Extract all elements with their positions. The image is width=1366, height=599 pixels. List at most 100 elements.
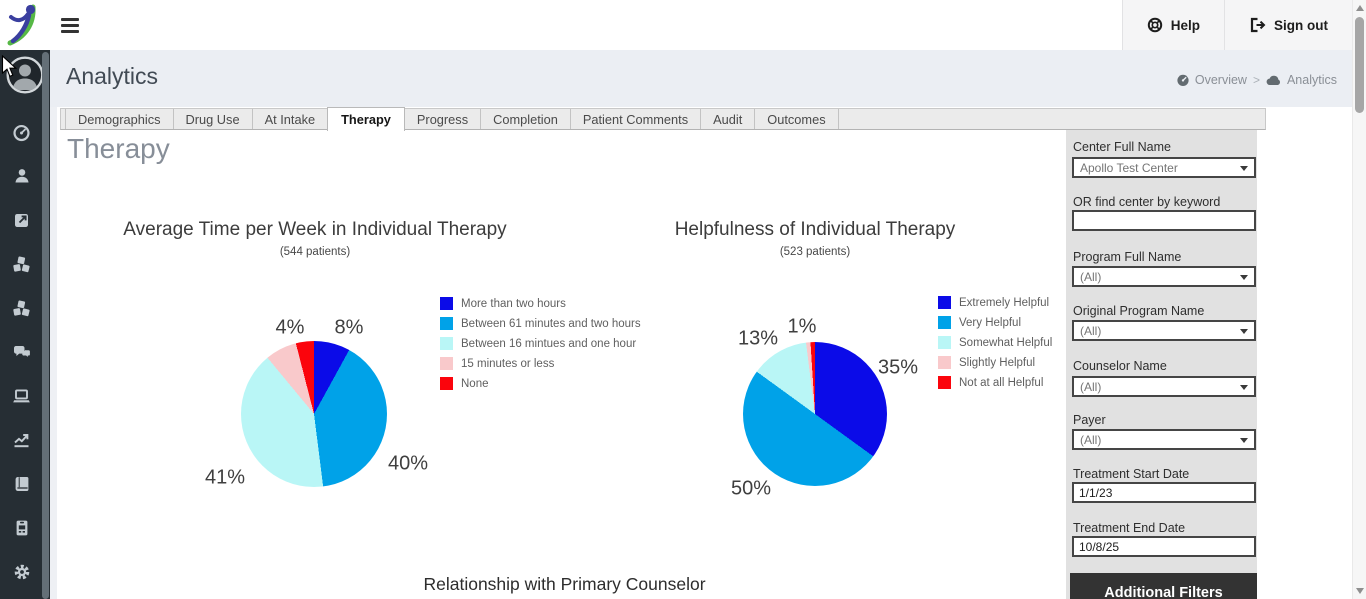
pie-percent-label: 50% xyxy=(730,477,772,500)
center-label: Center Full Name xyxy=(1073,140,1171,154)
chevron-down-icon xyxy=(1240,438,1248,443)
pie-percent-label: 13% xyxy=(737,327,779,350)
breadcrumb-overview[interactable]: Overview xyxy=(1176,73,1247,87)
legend-item[interactable]: Between 16 mintues and one hour xyxy=(440,337,641,350)
tab-demographics[interactable]: Demographics xyxy=(66,109,174,129)
legend-item[interactable]: None xyxy=(440,377,641,390)
help-label: Help xyxy=(1170,17,1200,33)
tab-progress[interactable]: Progress xyxy=(405,109,482,129)
legend-item[interactable]: More than two hours xyxy=(440,297,641,310)
dashboard-gauge-icon xyxy=(1177,74,1189,86)
counselor-label: Counselor Name xyxy=(1073,359,1167,373)
pie-percent-label: 40% xyxy=(387,452,429,475)
sidebar-item-comments[interactable] xyxy=(0,330,43,374)
content-left-gutter xyxy=(50,107,57,599)
end-date-input[interactable] xyxy=(1072,536,1256,557)
legend-label: Between 61 minutes and two hours xyxy=(461,317,641,330)
chevron-down-icon xyxy=(1240,329,1248,334)
chart2-legend: Extremely Helpful Very Helpful Somewhat He… xyxy=(938,296,1052,396)
original-program-dropdown[interactable]: (All) xyxy=(1072,320,1256,341)
sidebar-item-cubes[interactable] xyxy=(0,242,43,286)
program-dropdown[interactable]: (All) xyxy=(1072,266,1256,287)
scroll-up-arrow[interactable] xyxy=(1356,5,1364,11)
sidebar-item-library[interactable] xyxy=(0,462,43,506)
legend-swatch xyxy=(440,297,453,310)
cubes-icon xyxy=(13,255,30,272)
pie-percent-label: 1% xyxy=(787,315,817,338)
legend-item[interactable]: 15 minutes or less xyxy=(440,357,641,370)
chart2-subtitle: (523 patients) xyxy=(779,246,851,258)
chart1-legend: More than two hours Between 61 minutes an… xyxy=(440,297,641,397)
sidebar-nav xyxy=(0,110,43,594)
pie-chart-time-per-week[interactable] xyxy=(241,341,387,487)
chart1-title: Average Time per Week in Individual Ther… xyxy=(123,219,507,240)
legend-label: Somewhat Helpful xyxy=(959,336,1053,349)
breadcrumb-separator: > xyxy=(1252,73,1260,87)
payer-dropdown[interactable]: (All) xyxy=(1072,429,1256,450)
breadcrumb-current: Analytics xyxy=(1266,73,1337,87)
sidebar-item-referrals[interactable] xyxy=(0,198,43,242)
tab-completion[interactable]: Completion xyxy=(481,109,571,129)
legend-item[interactable]: Not at all Helpful xyxy=(938,376,1052,389)
keyword-input[interactable] xyxy=(1072,210,1256,231)
legend-swatch xyxy=(440,377,453,390)
id-badge-icon xyxy=(16,520,27,536)
sidebar-item-analytics[interactable] xyxy=(0,418,43,462)
tab-therapy[interactable]: Therapy xyxy=(327,107,405,131)
legend-item[interactable]: Very Helpful xyxy=(938,316,1052,329)
sidebar-item-dashboard[interactable] xyxy=(0,110,43,154)
help-button[interactable]: Help xyxy=(1121,0,1224,50)
end-date-label: Treatment End Date xyxy=(1073,521,1186,535)
life-ring-icon xyxy=(1147,17,1162,33)
sidebar-item-cubes-2[interactable] xyxy=(0,286,43,330)
center-dropdown[interactable]: Apollo Test Center xyxy=(1072,157,1256,178)
chart1-subtitle: (544 patients) xyxy=(279,246,351,258)
laptop-icon xyxy=(13,389,30,403)
legend-label: Not at all Helpful xyxy=(959,376,1044,389)
signout-button[interactable]: Sign out xyxy=(1224,0,1352,50)
tab-audit[interactable]: Audit xyxy=(701,109,756,129)
sidebar-item-records[interactable] xyxy=(0,506,43,550)
cloud-icon xyxy=(1266,75,1280,86)
legend-item[interactable]: Between 61 minutes and two hours xyxy=(440,317,641,330)
sidebar-item-patients[interactable] xyxy=(0,154,43,198)
avatar[interactable] xyxy=(6,56,44,94)
legend-label: None xyxy=(461,377,489,390)
keyword-label: OR find center by keyword xyxy=(1073,195,1221,209)
menu-button[interactable] xyxy=(61,15,81,35)
logo-icon xyxy=(7,4,36,46)
sidebar-scrollbar[interactable] xyxy=(42,52,49,599)
scrollbar-thumb[interactable] xyxy=(1355,17,1364,113)
tab-strip-filler xyxy=(839,109,1265,129)
sidebar-item-telehealth[interactable] xyxy=(0,374,43,418)
report-tabs: Demographics Drug Use At Intake Therapy Prog… xyxy=(60,107,1266,131)
payer-label: Payer xyxy=(1073,413,1106,427)
tab-outcomes[interactable]: Outcomes xyxy=(755,109,839,129)
chart2-title: Helpfulness of Individual Therapy xyxy=(674,219,956,240)
legend-label: Between 16 mintues and one hour xyxy=(461,337,637,350)
original-program-label: Original Program Name xyxy=(1073,304,1205,318)
scroll-down-arrow[interactable] xyxy=(1356,588,1364,594)
pie-chart-helpfulness[interactable] xyxy=(743,342,887,486)
legend-swatch xyxy=(938,296,951,309)
legend-item[interactable]: Somewhat Helpful xyxy=(938,336,1052,349)
app-logo xyxy=(0,0,50,50)
legend-swatch xyxy=(440,317,453,330)
legend-item[interactable]: Slightly Helpful xyxy=(938,356,1052,369)
counselor-dropdown[interactable]: (All) xyxy=(1072,376,1256,397)
legend-item[interactable]: Extremely Helpful xyxy=(938,296,1052,309)
next-section-heading: Relationship with Primary Counselor xyxy=(423,574,706,594)
tab-strip-stub xyxy=(61,109,66,129)
page-title: Analytics xyxy=(66,63,159,89)
tab-at-intake[interactable]: At Intake xyxy=(253,109,329,129)
left-sidebar xyxy=(0,50,50,599)
sidebar-item-settings[interactable] xyxy=(0,550,43,594)
tab-patient-comments[interactable]: Patient Comments xyxy=(571,109,702,129)
breadcrumb: Overview > Analytics xyxy=(1176,73,1337,87)
sign-out-icon xyxy=(1250,17,1266,33)
chart-line-icon xyxy=(14,434,29,448)
tab-drug-use[interactable]: Drug Use xyxy=(174,109,253,129)
comments-icon xyxy=(13,346,31,360)
start-date-input[interactable] xyxy=(1072,482,1256,503)
additional-filters-button[interactable]: Additional Filters xyxy=(1070,573,1257,599)
